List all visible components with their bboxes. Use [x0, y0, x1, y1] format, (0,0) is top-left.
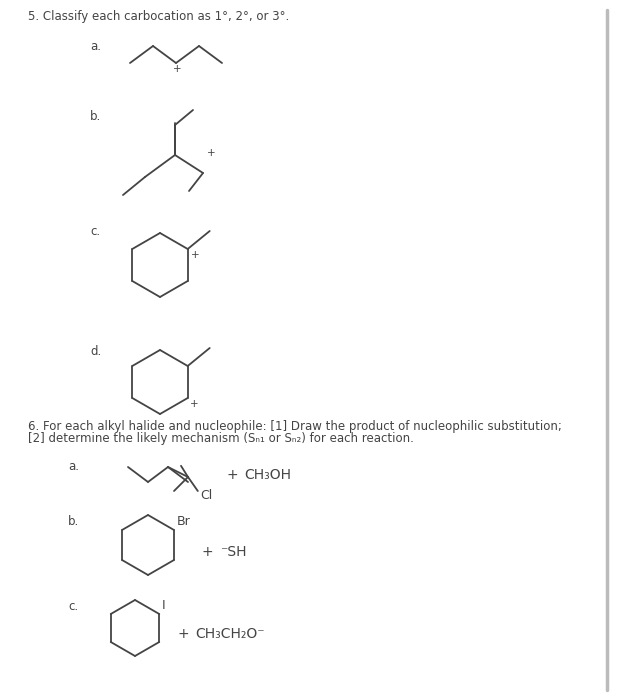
Text: b.: b. [90, 110, 101, 123]
Text: CH₃OH: CH₃OH [244, 468, 291, 482]
Text: b.: b. [68, 515, 79, 528]
Text: I: I [163, 599, 166, 612]
Text: +: + [202, 545, 214, 559]
Text: Cl: Cl [200, 489, 212, 502]
Text: c.: c. [68, 600, 78, 613]
Text: +: + [172, 64, 181, 74]
Text: a.: a. [90, 40, 101, 53]
Text: Br: Br [177, 515, 191, 528]
Text: +: + [191, 250, 200, 260]
Text: +: + [207, 148, 216, 158]
Text: c.: c. [90, 225, 100, 238]
Text: d.: d. [90, 345, 101, 358]
Text: CH₃CH₂O⁻: CH₃CH₂O⁻ [195, 627, 265, 641]
Text: a.: a. [68, 460, 79, 473]
Text: 6. For each alkyl halide and nucleophile: [1] Draw the product of nucleophilic s: 6. For each alkyl halide and nucleophile… [28, 420, 562, 433]
Text: 5. Classify each carbocation as 1°, 2°, or 3°.: 5. Classify each carbocation as 1°, 2°, … [28, 10, 289, 23]
Text: ⁻SH: ⁻SH [220, 545, 247, 559]
Text: [2] determine the likely mechanism (Sₙ₁ or Sₙ₂) for each reaction.: [2] determine the likely mechanism (Sₙ₁ … [28, 432, 414, 445]
Text: +: + [177, 627, 189, 641]
Text: +: + [226, 468, 238, 482]
Text: +: + [190, 399, 198, 409]
